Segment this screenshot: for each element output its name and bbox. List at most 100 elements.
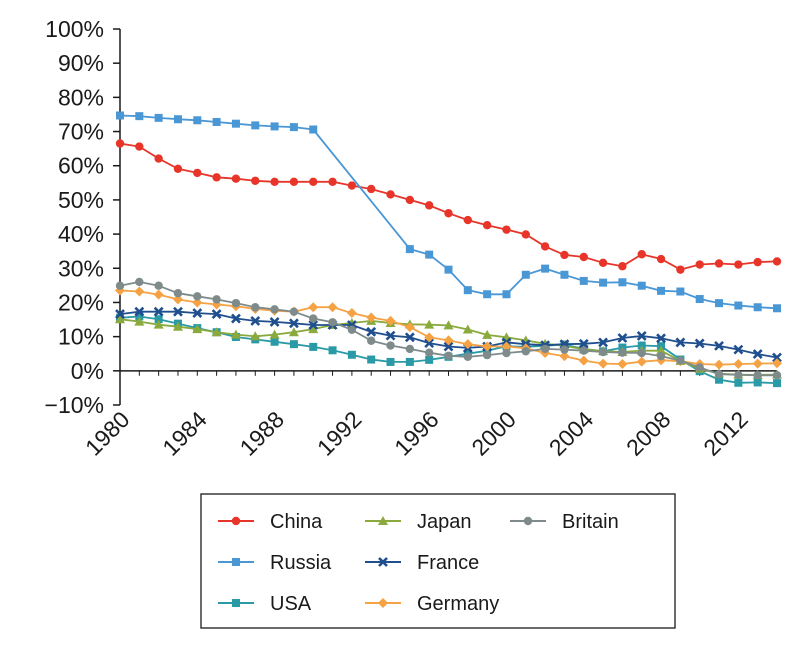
data-point [540, 242, 550, 251]
series-russia [116, 111, 781, 313]
legend-swatch-marker [232, 558, 240, 566]
data-point [598, 358, 609, 369]
data-point [116, 111, 124, 120]
x-tick-label: 1996 [389, 406, 444, 461]
data-point [367, 355, 376, 364]
data-point [734, 370, 743, 380]
legend-item-germany: Germany [365, 593, 499, 615]
data-point [134, 306, 145, 317]
data-point [462, 339, 473, 350]
data-point [289, 340, 298, 349]
data-point [463, 215, 473, 225]
data-point [327, 302, 338, 313]
legend-item-usa: USA [218, 593, 312, 615]
x-tick-label: 2004 [544, 406, 599, 461]
data-point [598, 258, 608, 268]
data-point [231, 119, 240, 128]
data-point [656, 345, 667, 355]
legend-item-france: France [365, 552, 479, 574]
data-point [656, 351, 666, 361]
data-point [714, 340, 724, 351]
data-point [772, 352, 782, 363]
data-point [251, 176, 260, 185]
data-point [251, 121, 260, 130]
data-point [637, 281, 646, 290]
data-point [115, 309, 125, 319]
y-tick-label: 0% [71, 358, 104, 384]
data-point [579, 346, 588, 355]
data-point [541, 264, 550, 273]
data-point [328, 346, 337, 355]
data-point [308, 324, 319, 334]
data-point [752, 349, 763, 359]
data-point [173, 289, 183, 298]
data-point [230, 329, 241, 339]
data-point [347, 181, 357, 190]
data-point [154, 315, 163, 324]
data-point [733, 344, 744, 355]
data-point [366, 312, 377, 323]
data-point [270, 337, 279, 346]
data-point [288, 318, 299, 329]
y-tick-label: 50% [58, 187, 104, 213]
data-point [656, 254, 666, 264]
data-point [211, 327, 222, 337]
data-point [251, 303, 260, 312]
data-point [636, 356, 647, 367]
data-point [115, 314, 125, 324]
data-point [192, 297, 203, 308]
data-point [250, 331, 261, 341]
legend-label: USA [270, 593, 312, 615]
data-point [598, 347, 608, 357]
legend: China Russia USA Japan France Germany Britain [200, 493, 676, 629]
data-point [367, 336, 376, 345]
x-tick-label: 2012 [698, 406, 753, 461]
data-point [405, 344, 415, 354]
data-point [695, 295, 704, 304]
data-point [773, 379, 781, 388]
x-tick-label: 1984 [157, 406, 212, 461]
data-point [676, 356, 685, 365]
data-point [462, 324, 473, 334]
data-point [308, 320, 319, 330]
data-point [153, 319, 164, 329]
data-point [463, 286, 472, 295]
series-line [119, 142, 778, 271]
data-point [598, 337, 609, 348]
data-point [193, 168, 202, 178]
legend-label: Japan [417, 511, 472, 533]
legend-item-japan: Japan [365, 511, 472, 533]
data-point [637, 341, 646, 350]
y-axis: −10% 0% 10% 20% 30% 40% 50% 60% 70% 80% 90% 100% [45, 16, 121, 418]
data-point [192, 308, 203, 318]
data-point [135, 277, 144, 287]
data-point [134, 316, 145, 326]
data-point [675, 337, 686, 348]
data-point [424, 201, 434, 210]
data-point [676, 265, 685, 274]
data-point [521, 230, 530, 239]
data-point [443, 320, 454, 330]
data-point [269, 329, 280, 339]
data-point [347, 350, 356, 359]
data-point [444, 351, 453, 360]
data-point [328, 318, 337, 327]
data-point [289, 307, 299, 316]
data-point [657, 286, 666, 295]
data-point [367, 184, 376, 194]
data-point [559, 351, 570, 362]
data-point [444, 209, 453, 218]
data-point [540, 344, 550, 354]
data-point [617, 333, 628, 343]
data-point [694, 338, 705, 349]
data-point [212, 295, 221, 304]
data-point [211, 309, 222, 319]
data-point [443, 341, 454, 352]
data-point [502, 348, 511, 358]
legend-item-britain: Britain [510, 511, 619, 533]
data-point [134, 286, 145, 297]
data-point [172, 294, 183, 305]
data-point [714, 359, 725, 370]
data-point [212, 173, 221, 182]
